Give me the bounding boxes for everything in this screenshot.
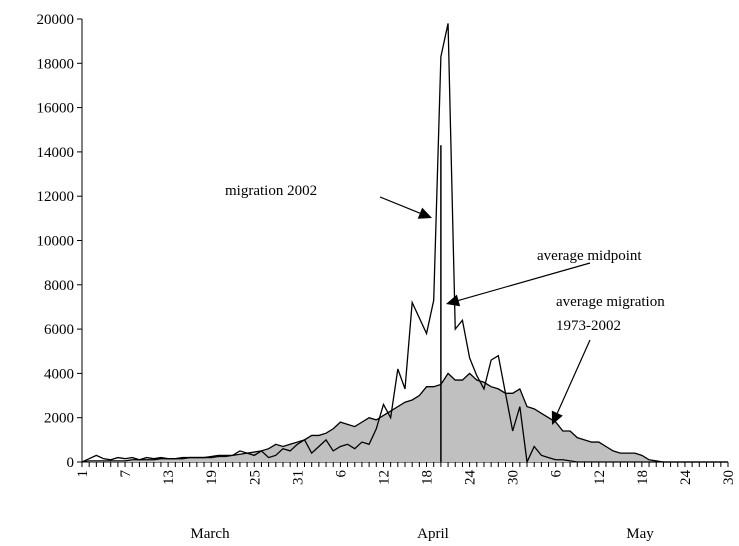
x-tick-label: 18 [635,470,651,485]
x-tick-label: 25 [247,470,263,485]
y-tick-label: 18000 [37,56,75,72]
y-tick-label: 4000 [44,366,74,382]
month-label: March [190,526,230,542]
y-tick-label: 16000 [37,101,75,117]
x-tick-label: 12 [376,470,392,485]
x-tick-label: 30 [506,470,522,485]
y-tick-label: 8000 [44,278,74,294]
area [82,373,728,462]
arrow-head [446,294,461,307]
annotation: average migration [556,294,665,310]
x-tick-label: 24 [678,470,694,486]
month-label: May [626,526,654,542]
annotation: average midpoint [537,248,642,264]
line [81,23,728,465]
y-tick-label: 12000 [37,189,75,205]
x-tick-label: 31 [290,470,306,485]
month-label: April [417,526,449,542]
annotation: migration 2002 [225,183,317,199]
y-tick-label: 2000 [44,411,74,427]
x-tick-label: 7 [118,470,134,478]
x-tick-label: 19 [204,470,220,485]
x-tick-label: 6 [333,470,349,478]
arrow-head [551,410,563,425]
x-tick-label: 12 [592,470,608,485]
arrow-head [417,207,432,219]
x-tick-label: 6 [549,470,565,478]
y-tick-label: 14000 [37,145,75,161]
y-tick-label: 0 [67,455,75,471]
x-tick-label: 18 [420,470,436,485]
arrow-line [458,262,591,302]
annotation: 1973-2002 [556,318,621,334]
y-tick-label: 6000 [44,322,74,338]
y-tick-label: 20000 [37,12,75,28]
x-tick-label: 13 [161,470,177,485]
arrow-line [379,196,421,214]
y-tick-label: 10000 [37,234,75,250]
arrow-line [556,339,591,414]
x-tick-label: 30 [721,470,737,485]
x-tick-label: 24 [463,470,479,486]
x-tick-label: 1 [75,470,91,478]
